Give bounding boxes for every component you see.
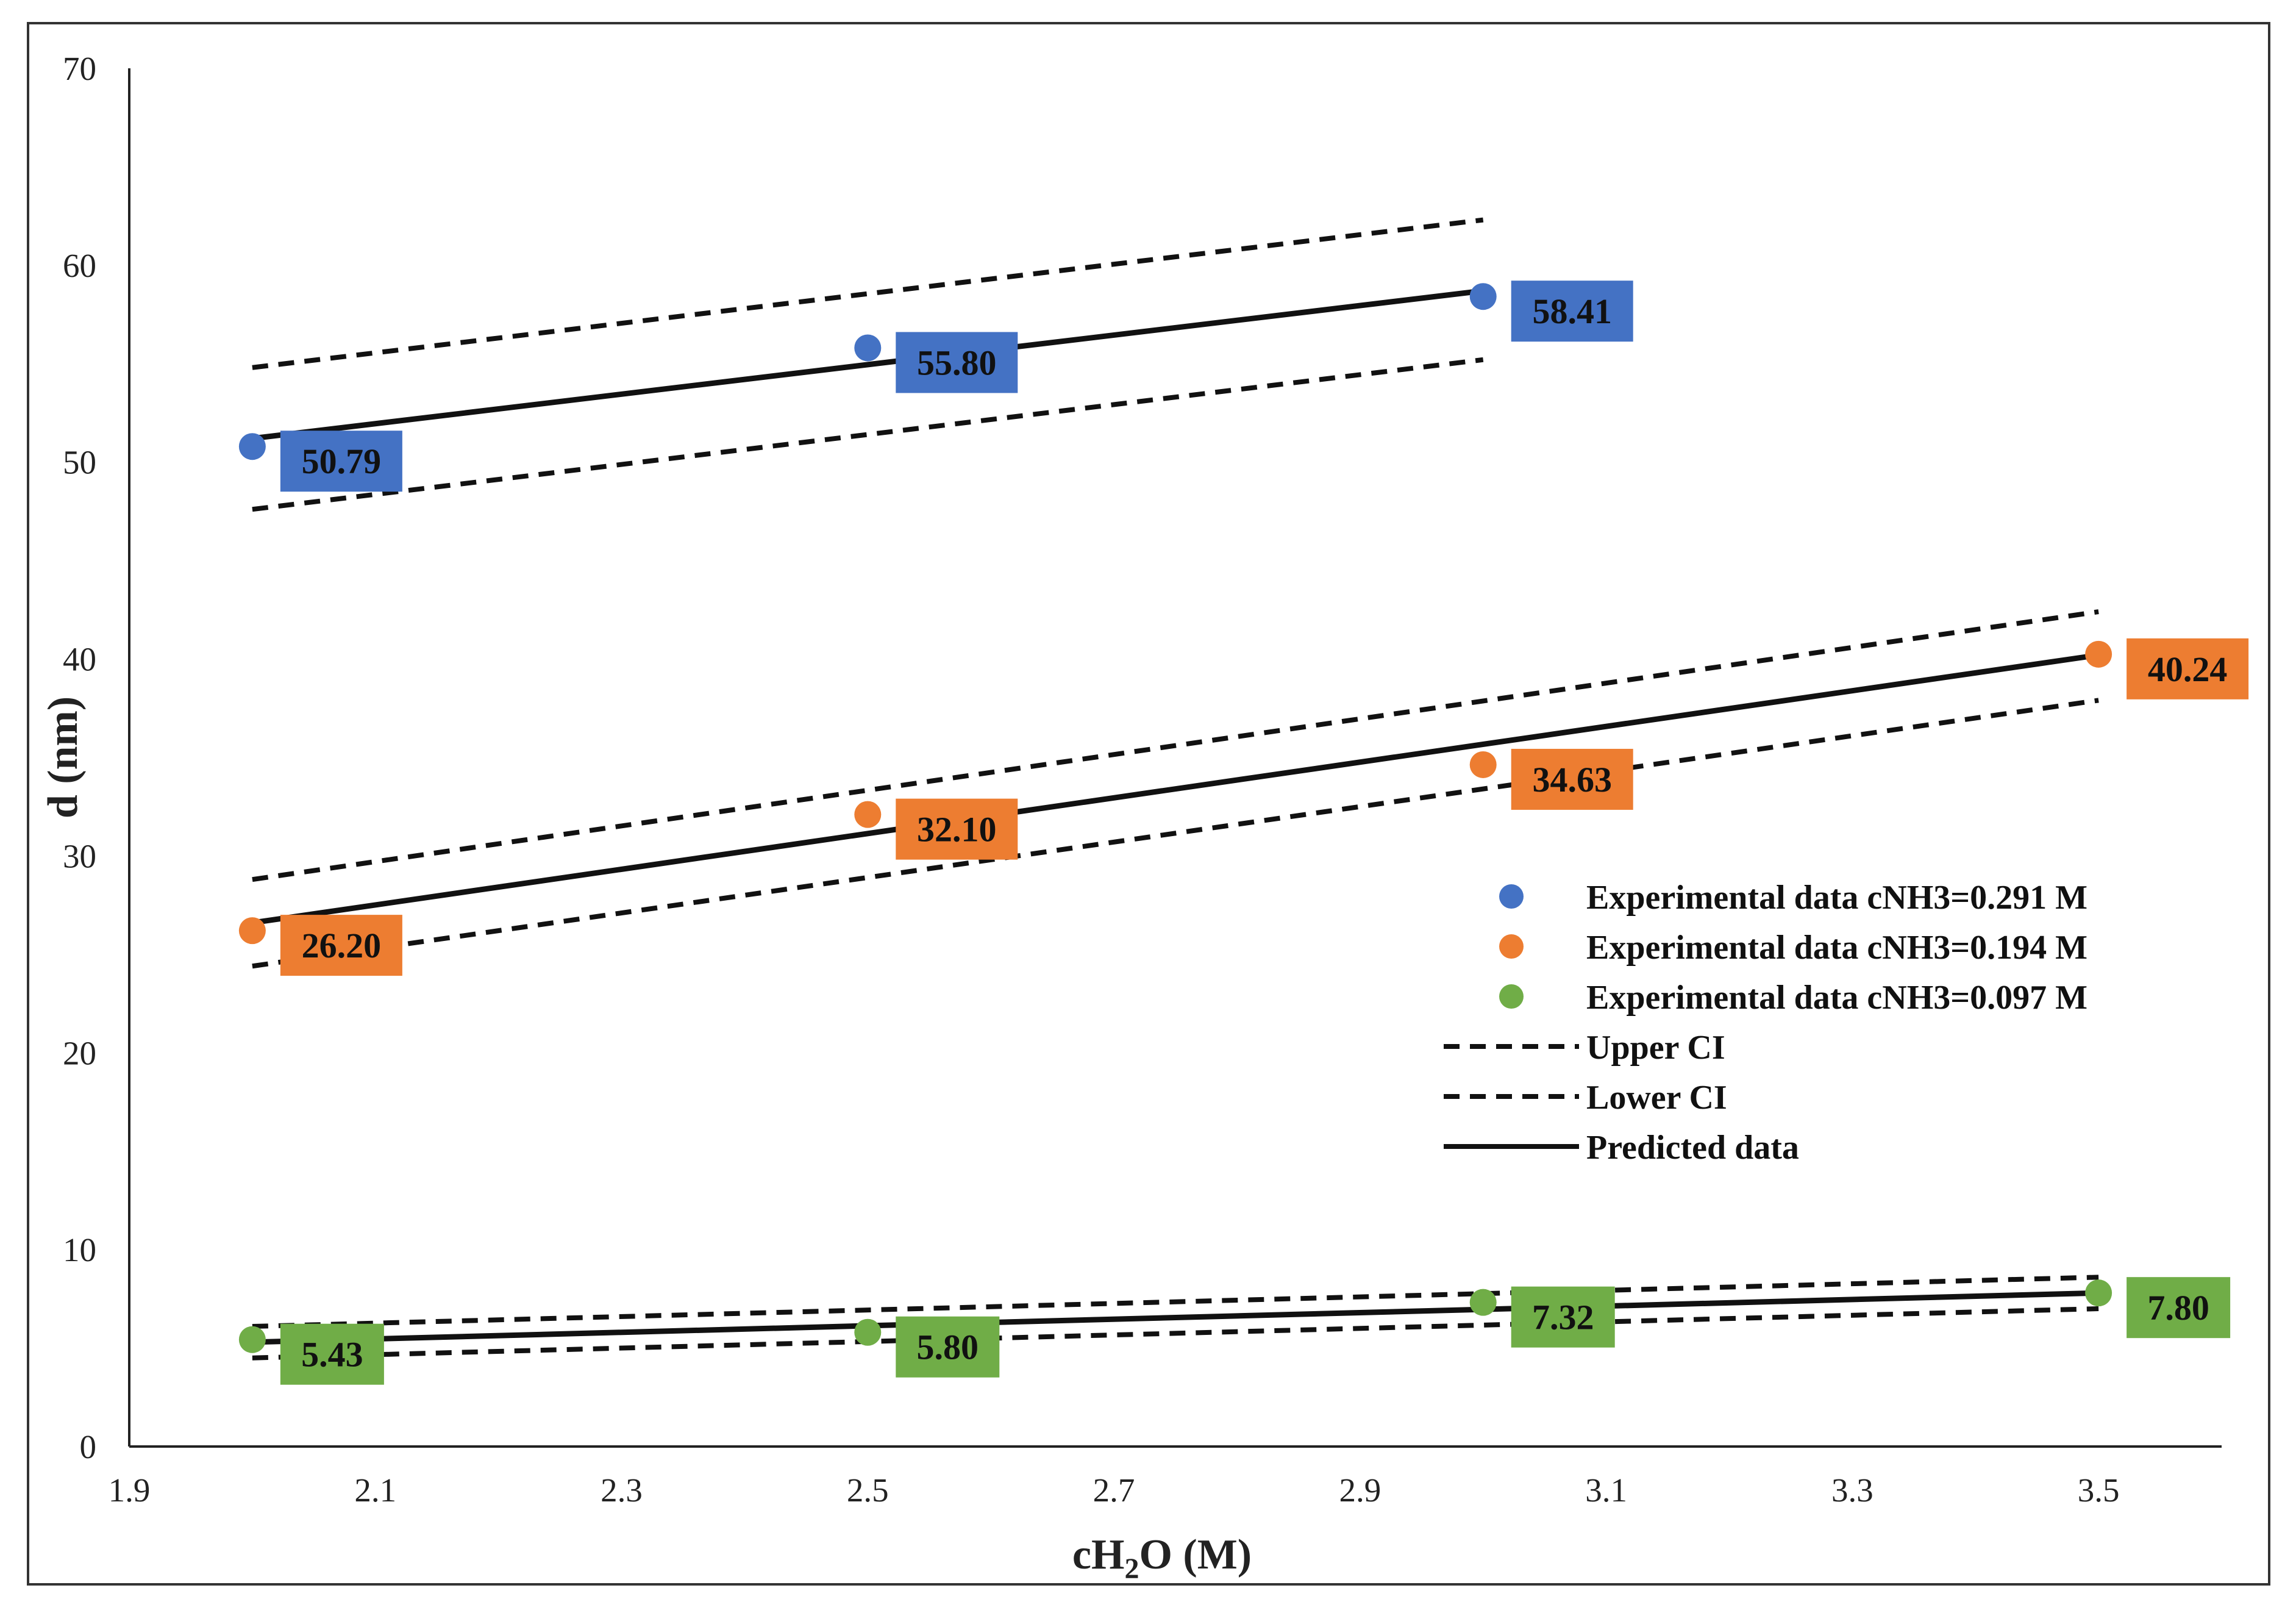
data-label-box [2127, 638, 2249, 699]
data-label: 7.80 [2147, 1288, 2209, 1328]
legend: Experimental data cNH3=0.291 M Experiment… [1444, 879, 2087, 1167]
x-tick-label: 2.3 [601, 1472, 643, 1509]
data-label: 50.79 [302, 442, 382, 481]
legend-marker [1499, 884, 1524, 909]
data-label: 34.63 [1532, 760, 1612, 799]
y-tick-label: 10 [63, 1231, 96, 1268]
data-point [1469, 283, 1497, 310]
predicted-line [252, 652, 2099, 926]
upper-ci-line [252, 217, 1484, 370]
x-tick-label: 2.1 [354, 1472, 396, 1509]
legend-marker [1499, 934, 1524, 959]
predicted-line [252, 288, 1484, 442]
x-axis-title-sub: 2 [1124, 1553, 1139, 1585]
data-point [238, 1326, 266, 1353]
data-point [238, 433, 266, 460]
data-label-box [896, 332, 1018, 393]
lower-ci-line [252, 1306, 2099, 1361]
x-tick-label: 2.9 [1339, 1472, 1381, 1509]
upper-ci-line [252, 609, 2099, 882]
data-label-box [1511, 1286, 1615, 1348]
x-axis-title-post: O (M) [1139, 1531, 1252, 1578]
x-tick-labels: 1.9 2.1 2.3 2.5 2.7 2.9 3.1 3.3 3.5 [109, 1472, 2120, 1509]
legend-marker [1499, 984, 1524, 1009]
data-labels: 50.79 55.80 58.41 26.20 32.10 34.63 40.24 5.43 5… [280, 281, 2249, 1385]
legend-label: Experimental data cNH3=0.097 M [1586, 979, 2087, 1017]
fit-lines [252, 217, 2099, 1361]
data-point [2085, 640, 2112, 668]
data-point [1469, 751, 1497, 778]
y-tick-label: 0 [80, 1428, 97, 1465]
lower-ci-line [252, 698, 2099, 969]
data-label-box [896, 1316, 1000, 1378]
data-point [854, 1318, 882, 1346]
y-tick-label: 50 [63, 444, 96, 481]
y-tick-label: 70 [63, 50, 96, 87]
y-axis-title: d (nm) [40, 696, 87, 818]
data-label: 26.20 [302, 926, 382, 965]
y-tick-label: 30 [63, 837, 96, 874]
data-label-box [280, 1323, 384, 1385]
data-label: 40.24 [2148, 649, 2228, 689]
x-tick-label: 3.3 [1831, 1472, 1874, 1509]
x-axis-title: cH2O (M) [1072, 1531, 1252, 1585]
data-point [854, 334, 882, 362]
x-tick-label: 2.5 [847, 1472, 889, 1509]
lower-ci-line [252, 357, 1484, 512]
predicted-line [252, 1290, 2099, 1345]
x-axis-title-pre: cH [1072, 1531, 1125, 1578]
data-label-box [1511, 281, 1633, 342]
data-label: 7.32 [1532, 1298, 1594, 1337]
data-label-box [280, 431, 402, 492]
data-label: 5.80 [917, 1328, 979, 1367]
y-tick-label: 40 [63, 641, 96, 678]
x-tick-label: 2.7 [1093, 1472, 1135, 1509]
x-tick-label: 1.9 [109, 1472, 151, 1509]
upper-ci-line [252, 1275, 2099, 1329]
data-label: 32.10 [917, 810, 997, 849]
data-point [1469, 1289, 1497, 1316]
legend-label: Upper CI [1586, 1029, 1725, 1067]
x-tick-label: 3.1 [1585, 1472, 1627, 1509]
y-tick-labels: 0 10 20 30 40 50 60 70 [63, 50, 96, 1465]
data-point [238, 917, 266, 945]
legend-label: Predicted data [1586, 1129, 1799, 1167]
y-tick-label: 20 [63, 1034, 96, 1071]
legend-label: Lower CI [1586, 1079, 1727, 1117]
data-point [854, 801, 882, 828]
chart-border [27, 22, 2270, 1586]
data-label-box [2127, 1277, 2231, 1339]
data-label: 55.80 [917, 343, 997, 382]
legend-label: Experimental data cNH3=0.291 M [1586, 879, 2087, 917]
data-point [2085, 1279, 2112, 1307]
legend-label: Experimental data cNH3=0.194 M [1586, 929, 2087, 967]
data-label-box [280, 915, 402, 976]
data-points [238, 283, 2112, 1353]
data-label: 58.41 [1532, 291, 1612, 331]
y-tick-label: 60 [63, 247, 96, 284]
data-label-box [1511, 748, 1633, 810]
data-label-box [896, 798, 1018, 860]
x-tick-label: 3.5 [2078, 1472, 2120, 1509]
data-label: 5.43 [301, 1335, 363, 1375]
